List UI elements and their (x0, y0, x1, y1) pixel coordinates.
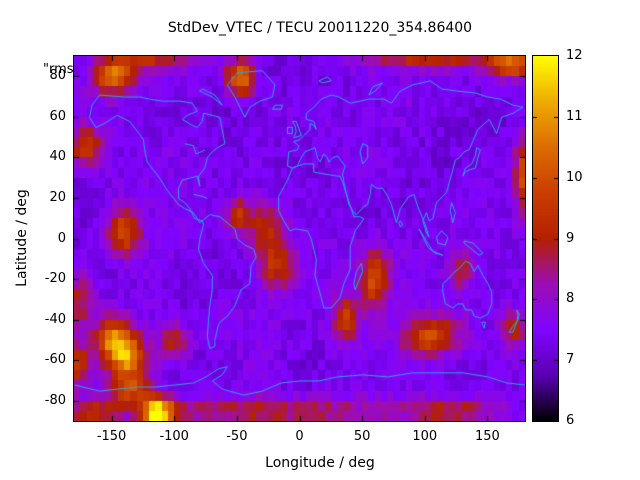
colorbar-tick-label: 8 (566, 291, 575, 307)
x-tick-label: -100 (159, 429, 189, 444)
map-plot-area (73, 55, 526, 422)
colorbar-tick-label: 6 (566, 413, 575, 428)
y-tick-label: -20 (44, 271, 66, 287)
y-tick-label: -40 (44, 311, 66, 327)
x-tick-label: -150 (96, 429, 127, 444)
y-tick-label: 0 (57, 230, 66, 246)
x-tick-label: 100 (412, 429, 438, 444)
y-axis-label: Latitude / deg (14, 189, 30, 287)
x-tick-label: 0 (295, 429, 304, 444)
colorbar-tick-label: 12 (566, 48, 583, 63)
y-tick-label: 60 (49, 108, 66, 124)
y-tick-label: 40 (49, 149, 66, 165)
x-axis-label: Longitude / deg (265, 455, 375, 471)
clipped-label-artifact: "rms_ (43, 62, 81, 77)
plot-title: StdDev_VTEC / TECU 20011220_354.86400 (167, 20, 473, 36)
heatmap-canvas (74, 56, 525, 421)
x-tick-label: 150 (474, 429, 500, 444)
colorbar-tick-label: 9 (566, 230, 575, 246)
y-tick-label: 80 (49, 68, 66, 84)
y-tick-label: -60 (44, 352, 66, 368)
y-tick-label: -80 (44, 392, 66, 408)
colorbar-tick-label: 7 (566, 352, 575, 368)
y-tick-label: 20 (49, 189, 66, 205)
colorbar-canvas (533, 56, 558, 421)
colorbar-tick-label: 10 (566, 169, 583, 185)
x-tick-label: 50 (353, 429, 371, 444)
colorbar-tick-label: 11 (566, 108, 583, 124)
colorbar (532, 55, 559, 422)
x-tick-label: -50 (226, 429, 248, 444)
